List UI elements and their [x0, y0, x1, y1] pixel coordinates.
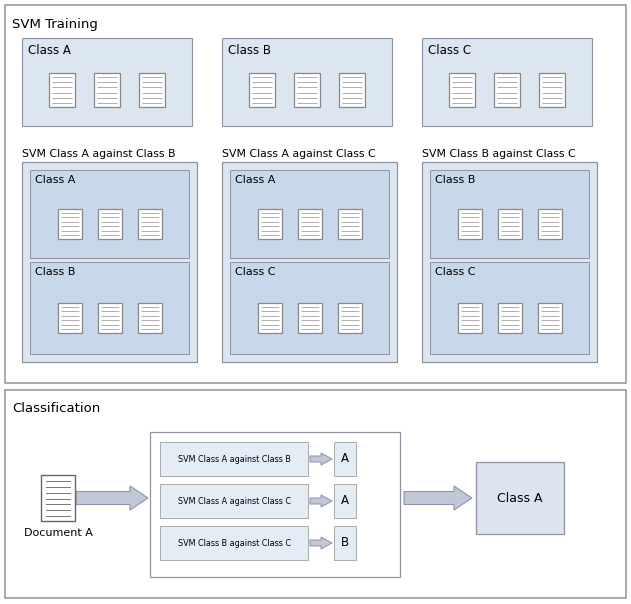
Bar	[338, 209, 362, 239]
Bar	[5, 5, 626, 383]
Text: Class B: Class B	[35, 267, 75, 277]
Text: Class B: Class B	[228, 44, 271, 57]
Bar	[160, 442, 308, 476]
Text: B: B	[341, 536, 349, 550]
Bar	[497, 209, 521, 239]
Text: Class A: Class A	[497, 492, 543, 504]
Bar	[497, 303, 521, 333]
Bar	[294, 73, 320, 107]
Bar	[257, 303, 281, 333]
Text: Class B: Class B	[435, 175, 475, 185]
Text: SVM Class A against Class B: SVM Class A against Class B	[22, 149, 175, 159]
Text: Class A: Class A	[35, 175, 75, 185]
Bar	[138, 303, 162, 333]
Bar	[57, 303, 81, 333]
Bar	[138, 209, 162, 239]
Bar	[249, 73, 275, 107]
Bar	[30, 262, 189, 354]
Text: Document A: Document A	[23, 528, 92, 538]
Bar	[494, 73, 520, 107]
Polygon shape	[310, 495, 332, 507]
Text: Classification: Classification	[12, 402, 100, 415]
Bar	[538, 209, 562, 239]
Bar	[222, 38, 392, 126]
Bar	[334, 526, 356, 560]
Text: A: A	[341, 495, 349, 507]
Text: SVM Class A against Class C: SVM Class A against Class C	[177, 496, 290, 506]
Polygon shape	[76, 486, 148, 510]
Bar	[230, 262, 389, 354]
Bar	[334, 442, 356, 476]
Bar	[94, 73, 120, 107]
Bar	[5, 390, 626, 598]
Bar	[98, 303, 122, 333]
Bar	[430, 170, 589, 258]
Bar	[338, 303, 362, 333]
Bar	[430, 262, 589, 354]
Bar	[49, 73, 75, 107]
Bar	[476, 462, 564, 534]
Text: SVM Class A against Class B: SVM Class A against Class B	[177, 454, 290, 463]
Bar	[334, 484, 356, 518]
Bar	[160, 484, 308, 518]
Bar	[98, 209, 122, 239]
Text: Class C: Class C	[235, 267, 276, 277]
Bar	[22, 162, 197, 362]
Text: SVM Class B against Class C: SVM Class B against Class C	[422, 149, 575, 159]
Bar	[30, 170, 189, 258]
Bar	[139, 73, 165, 107]
Text: SVM Class A against Class C: SVM Class A against Class C	[222, 149, 375, 159]
Bar	[422, 162, 597, 362]
Bar	[538, 303, 562, 333]
Bar	[222, 162, 397, 362]
Bar	[297, 209, 322, 239]
Bar	[457, 303, 481, 333]
Text: Class A: Class A	[28, 44, 71, 57]
Bar	[539, 73, 565, 107]
Polygon shape	[404, 486, 472, 510]
Bar	[41, 475, 75, 521]
Polygon shape	[310, 453, 332, 465]
Bar	[449, 73, 475, 107]
Bar	[257, 209, 281, 239]
Text: A: A	[341, 452, 349, 466]
Bar	[57, 209, 81, 239]
Polygon shape	[310, 537, 332, 549]
Text: Class C: Class C	[435, 267, 476, 277]
Bar	[339, 73, 365, 107]
Text: Class C: Class C	[428, 44, 471, 57]
Text: Class A: Class A	[235, 175, 275, 185]
Text: SVM Class B against Class C: SVM Class B against Class C	[177, 539, 290, 547]
Bar	[230, 170, 389, 258]
Bar	[150, 432, 400, 577]
Bar	[22, 38, 192, 126]
Bar	[457, 209, 481, 239]
Bar	[160, 526, 308, 560]
Text: SVM Training: SVM Training	[12, 18, 98, 31]
Bar	[422, 38, 592, 126]
Bar	[297, 303, 322, 333]
